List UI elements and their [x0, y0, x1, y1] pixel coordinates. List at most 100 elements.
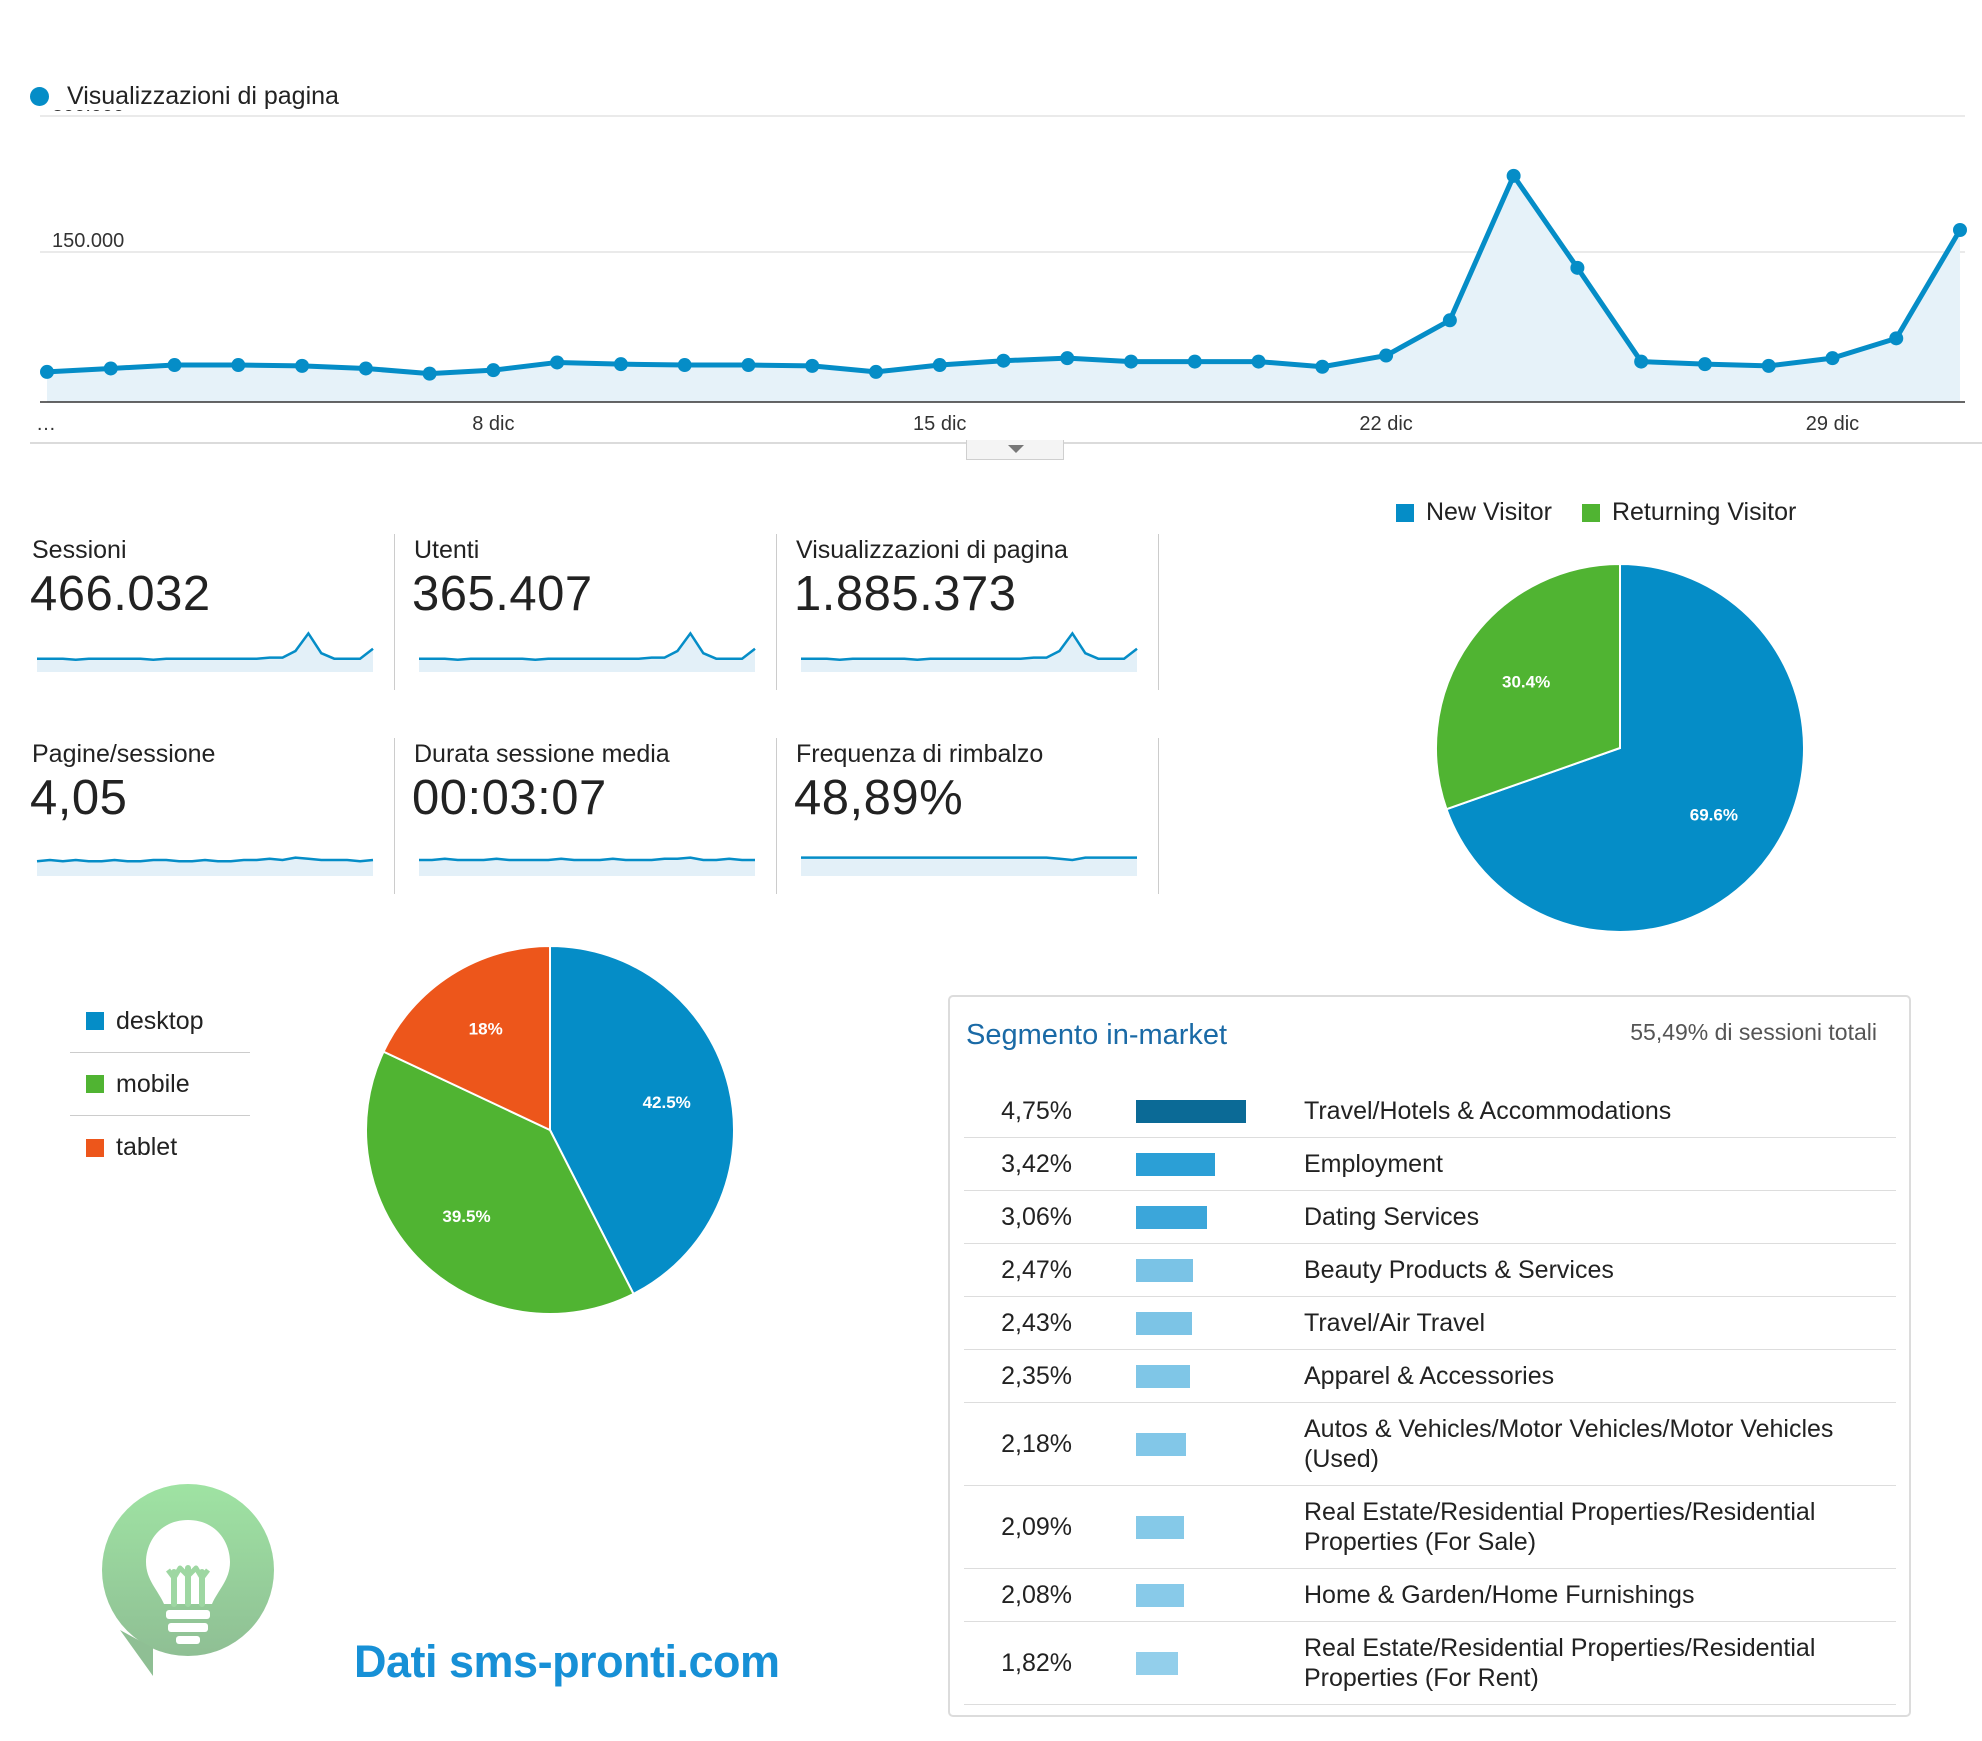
- data-point[interactable]: [677, 358, 692, 373]
- device-pie-legend: desktop mobile tablet: [70, 990, 250, 1179]
- data-point[interactable]: [295, 358, 310, 373]
- legend-item[interactable]: mobile: [70, 1053, 250, 1116]
- inmarket-segment-panel: Segmento in-market 55,49% di sessioni to…: [948, 995, 1911, 1717]
- data-point[interactable]: [1315, 359, 1330, 374]
- legend-item[interactable]: New Visitor: [1396, 498, 1552, 527]
- visitor-pie-chart: 69.6% 30.4%: [1435, 562, 1805, 933]
- inmarket-title: Segmento in-market: [966, 1019, 1228, 1051]
- metric-tile[interactable]: Frequenza di rimbalzo 48,89%: [794, 740, 1176, 895]
- legend-label: desktop: [116, 1006, 204, 1035]
- data-point[interactable]: [550, 355, 565, 370]
- sparkline-area: [37, 857, 373, 876]
- row-category: Home & Garden/Home Furnishings: [1304, 1581, 1695, 1609]
- sparkline-area: [419, 857, 755, 876]
- inmarket-subtitle: 55,49% di sessioni totali: [1630, 1019, 1877, 1045]
- metric-label: Frequenza di rimbalzo: [796, 740, 1044, 768]
- table-row[interactable]: 3,06% Dating Services: [964, 1191, 1896, 1244]
- metric-value: 1.885.373: [794, 567, 1017, 621]
- data-point[interactable]: [1634, 354, 1649, 369]
- data-point[interactable]: [1889, 331, 1904, 346]
- table-row[interactable]: 2,35% Apparel & Accessories: [964, 1350, 1896, 1403]
- table-row[interactable]: 2,47% Beauty Products & Services: [964, 1244, 1896, 1297]
- data-point[interactable]: [805, 358, 820, 373]
- data-point[interactable]: [932, 358, 947, 373]
- row-percentage: 3,06%: [1001, 1202, 1072, 1231]
- metric-sparkline: [419, 856, 755, 876]
- data-point[interactable]: [1825, 351, 1840, 366]
- data-point[interactable]: [996, 353, 1011, 368]
- data-point[interactable]: [167, 358, 182, 373]
- table-row[interactable]: 2,43% Travel/Air Travel: [964, 1297, 1896, 1350]
- lightbulb-icon: [102, 1484, 274, 1676]
- data-point[interactable]: [1953, 223, 1967, 237]
- legend-label: mobile: [116, 1069, 190, 1098]
- data-point[interactable]: [1697, 357, 1712, 372]
- data-point[interactable]: [1570, 260, 1585, 275]
- data-point[interactable]: [1761, 358, 1776, 373]
- metric-label: Durata sessione media: [414, 740, 670, 768]
- series-area: [47, 175, 1960, 402]
- data-point[interactable]: [103, 361, 118, 376]
- legend-item[interactable]: Returning Visitor: [1581, 498, 1796, 527]
- legend-swatch-icon: [86, 1138, 104, 1157]
- chevron-down-icon: [1008, 445, 1024, 453]
- sparkline-area: [801, 857, 1137, 876]
- table-row[interactable]: 2,09% Real Estate/Residential Properties/…: [964, 1486, 1896, 1569]
- main-chart-legend[interactable]: Visualizzazioni di pagina: [30, 82, 339, 111]
- data-point[interactable]: [868, 364, 883, 379]
- legend-item[interactable]: desktop: [70, 990, 250, 1053]
- table-row[interactable]: 3,42% Employment: [964, 1138, 1896, 1191]
- pie-slice[interactable]: [365, 1050, 635, 1315]
- x-tick-label: 8 dic: [472, 413, 514, 435]
- pie-slice[interactable]: [1435, 562, 1621, 811]
- data-point[interactable]: [1124, 354, 1139, 369]
- data-point[interactable]: [1379, 348, 1394, 363]
- pie-slice[interactable]: [549, 944, 735, 1296]
- row-percentage: 2,35%: [1001, 1361, 1072, 1390]
- row-category: Dating Services: [1304, 1203, 1480, 1231]
- row-category: Beauty Products & Services: [1304, 1256, 1614, 1284]
- data-point[interactable]: [1506, 168, 1521, 183]
- metric-tile[interactable]: Durata sessione media 00:03:07: [412, 740, 794, 895]
- data-point[interactable]: [231, 358, 246, 373]
- pie-slice[interactable]: [382, 944, 551, 1132]
- row-percentage: 2,18%: [1001, 1429, 1072, 1458]
- data-point[interactable]: [422, 366, 437, 381]
- data-point[interactable]: [741, 358, 756, 373]
- data-point[interactable]: [358, 361, 373, 376]
- table-row[interactable]: 4,75% Travel/Hotels & Accommodations: [964, 1085, 1896, 1138]
- data-point[interactable]: [40, 364, 54, 379]
- sparkline-line: [37, 631, 374, 662]
- row-bar: [1136, 1152, 1216, 1176]
- metric-label: Visualizzazioni di pagina: [796, 536, 1068, 564]
- data-point[interactable]: [613, 357, 628, 372]
- row-category: Real Estate/Residential Properties/Resid…: [1304, 1634, 1816, 1692]
- row-bar: [1136, 1651, 1179, 1675]
- metric-tile[interactable]: Pagine/sessione 4,05: [30, 740, 412, 895]
- row-percentage: 2,43%: [1001, 1308, 1072, 1337]
- row-percentage: 2,08%: [1001, 1580, 1072, 1609]
- table-row[interactable]: 2,08% Home & Garden/Home Furnishings: [964, 1569, 1896, 1622]
- data-point[interactable]: [1060, 351, 1075, 366]
- metric-value: 48,89%: [794, 771, 964, 825]
- metric-tile[interactable]: Visualizzazioni di pagina 1.885.373: [794, 536, 1176, 691]
- sparkline-line: [419, 856, 755, 862]
- legend-item[interactable]: tablet: [70, 1116, 250, 1179]
- x-tick-label: …: [36, 413, 56, 435]
- data-point[interactable]: [486, 363, 501, 378]
- data-point[interactable]: [1251, 354, 1266, 369]
- table-row[interactable]: 2,18% Autos & Vehicles/Motor Vehicles/Mot…: [964, 1403, 1896, 1486]
- series-dot-icon: [30, 87, 49, 106]
- chart-collapse-handle[interactable]: [966, 440, 1064, 460]
- data-point[interactable]: [1442, 313, 1457, 328]
- table-row[interactable]: 1,82% Real Estate/Residential Properties/…: [964, 1622, 1896, 1705]
- metric-value: 4,05: [30, 771, 128, 825]
- metric-tile[interactable]: Utenti 365.407: [412, 536, 794, 691]
- pie-slice[interactable]: [1445, 562, 1805, 933]
- metric-divider: [776, 738, 777, 894]
- data-point[interactable]: [1187, 354, 1202, 369]
- row-percentage: 2,47%: [1001, 1255, 1072, 1284]
- legend-label: New Visitor: [1426, 498, 1552, 526]
- metric-tile[interactable]: Sessioni 466.032: [30, 536, 412, 691]
- row-bar: [1136, 1205, 1207, 1229]
